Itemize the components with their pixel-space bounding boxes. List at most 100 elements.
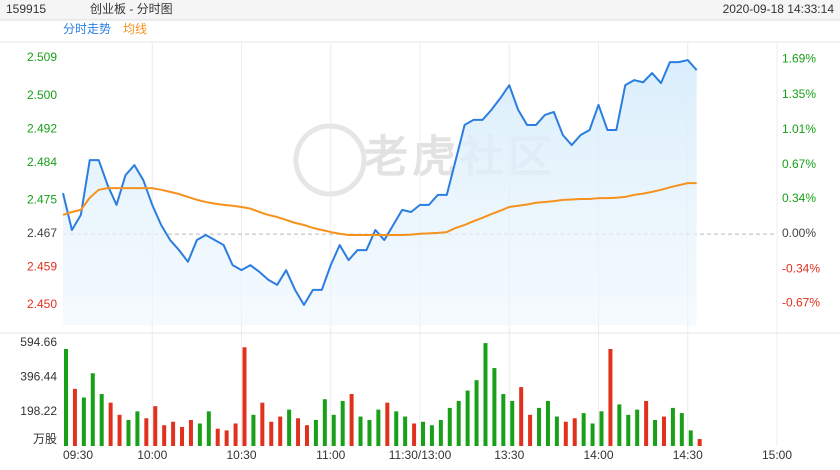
volume-bar [653, 420, 658, 446]
volume-bar [501, 394, 506, 446]
chart-name: 创业板 - 分时图 [90, 2, 173, 16]
y2-tick-label: -0.67% [782, 295, 820, 309]
volume-bar [251, 414, 256, 446]
volume-bar [510, 400, 515, 446]
timestamp: 2020-09-18 14:33:14 [723, 2, 835, 16]
volume-bar [376, 409, 381, 446]
volume-bar [269, 421, 274, 446]
volume-bar [197, 423, 202, 446]
volume-bar [688, 430, 693, 446]
volume-bar [635, 409, 640, 446]
x-tick-label: 14:00 [583, 448, 613, 462]
y-tick-label: 2.484 [27, 155, 57, 169]
volume-bar [331, 414, 336, 446]
volume-bar [554, 416, 559, 446]
volume-bar [608, 349, 613, 446]
volume-tick-label: 594.66 [20, 335, 57, 349]
volume-bar [99, 394, 104, 446]
volume-bar [287, 409, 292, 446]
volume-bar [697, 439, 702, 446]
y2-tick-label: 1.69% [782, 52, 816, 66]
volume-bar [162, 425, 167, 446]
volume-bar [322, 399, 327, 446]
price-area [63, 60, 697, 326]
volume-bar [528, 414, 533, 446]
y2-tick-label: 0.34% [782, 191, 816, 205]
volume-bar [456, 400, 461, 446]
volume-bar [233, 423, 238, 446]
y2-tick-label: 0.00% [782, 226, 816, 240]
volume-bar [117, 414, 122, 446]
volume-bar [215, 428, 220, 446]
volume-bar [661, 416, 666, 446]
volume-bar [492, 368, 497, 446]
volume-bar [394, 411, 399, 446]
volume-bar [349, 394, 354, 446]
volume-bar [367, 420, 372, 446]
volume-bar [670, 407, 675, 446]
volume-bar [278, 416, 283, 446]
x-tick-label: 13:30 [494, 448, 524, 462]
volume-bar [403, 416, 408, 446]
volume-bar [599, 411, 604, 446]
volume-bar [72, 388, 77, 446]
volume-bar [429, 425, 434, 446]
x-tick-label: 11:00 [316, 448, 345, 462]
volume-bar [447, 407, 452, 446]
volume-bar [260, 402, 265, 446]
average-line [62, 182, 697, 237]
volume-bar [224, 430, 229, 446]
volume-bar [358, 416, 363, 446]
volume-bar [108, 402, 113, 446]
x-tick-label: 10:00 [137, 448, 167, 462]
x-tick-label: 15:00 [762, 448, 792, 462]
volume-bar [438, 420, 443, 446]
x-tick-label: 14:30 [673, 448, 703, 462]
volume-bar [171, 421, 176, 446]
y-tick-label: 2.450 [27, 297, 57, 311]
volume-bar [340, 400, 345, 446]
legend-entry: 均线 [123, 22, 147, 36]
y-tick-label: 2.500 [27, 88, 57, 102]
volume-bar [81, 397, 86, 446]
volume-bar [519, 387, 524, 446]
volume-bar [242, 347, 247, 446]
volume-bar [474, 380, 479, 446]
volume-bar [483, 343, 488, 446]
y-tick-label: 2.492 [27, 121, 57, 135]
volume-bar [206, 411, 211, 446]
volume-bar [679, 413, 684, 446]
volume-bar [135, 411, 140, 446]
volume-bar [144, 418, 149, 446]
y-tick-label: 2.459 [27, 259, 57, 273]
volume-bar [563, 421, 568, 446]
y-tick-label: 2.509 [27, 50, 57, 64]
x-tick-label: 11:30/13:00 [389, 448, 452, 462]
y2-tick-label: 1.35% [782, 87, 816, 101]
volume-bar [188, 420, 193, 446]
volume-bar [617, 404, 622, 446]
volume-bar [412, 423, 417, 446]
x-tick-label: 10:30 [226, 448, 256, 462]
x-tick-label: 09:30 [63, 448, 93, 462]
volume-bar [90, 373, 95, 446]
volume-bar [572, 418, 577, 446]
volume-bar [304, 425, 309, 446]
volume-bar [385, 402, 390, 446]
volume-unit: 万股 [33, 432, 57, 446]
watermark-logo [293, 123, 367, 197]
volume-bar [537, 407, 542, 446]
volume-bar [581, 413, 586, 446]
code: 159915 [6, 2, 46, 16]
header-bar [0, 0, 840, 20]
volume-bar [126, 420, 131, 446]
volume-bar [545, 400, 550, 446]
y-tick-label: 2.467 [27, 226, 57, 240]
volume-bar [644, 400, 649, 446]
legend-entry: 分时走势 [63, 22, 111, 36]
volume-bar [153, 406, 158, 446]
volume-bar [626, 414, 631, 446]
y2-tick-label: 0.67% [782, 157, 816, 171]
